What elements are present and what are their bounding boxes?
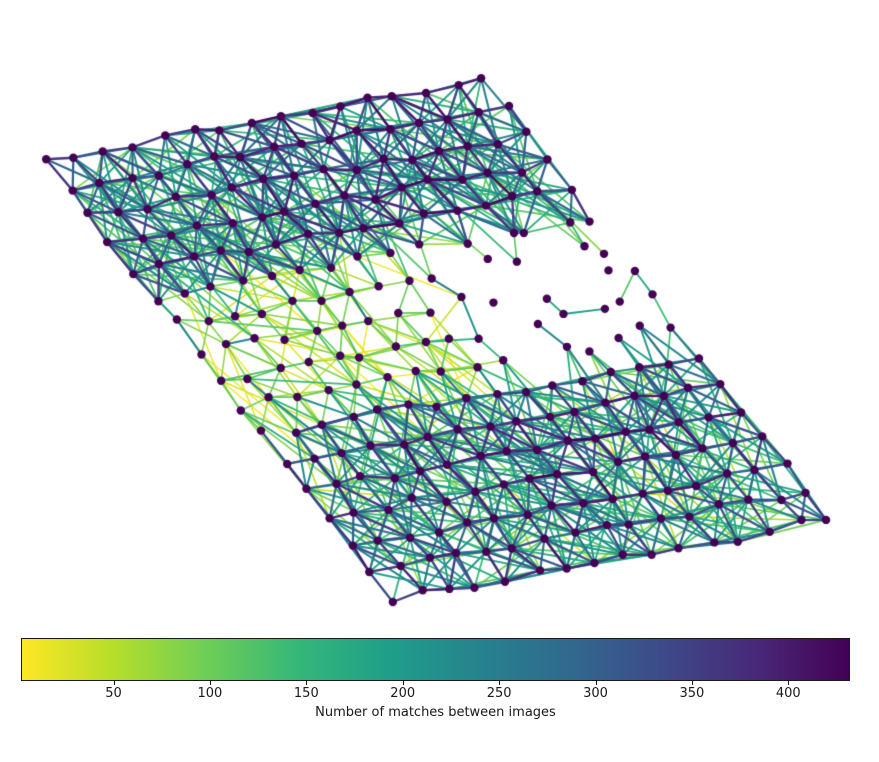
colorbar-tick-label: 200 [390,686,416,701]
colorbar-tick-label: 300 [583,686,608,701]
colorbar-tick-mark [209,681,211,685]
colorbar-ticks: 50 100 150 200 250 300 350 400 [21,681,850,707]
colorbar-tick-mark [691,681,693,685]
colorbar: 50 100 150 200 250 300 350 400 Number of matche… [21,638,850,720]
colorbar-tick-mark [113,681,115,685]
colorbar-tick-mark [788,681,790,685]
network-graph-canvas [0,0,879,625]
colorbar-tick-label: 100 [197,686,223,701]
colorbar-tick-mark [499,681,501,685]
colorbar-tick-label: 350 [679,686,705,701]
colorbar-tick-mark [306,681,308,685]
colorbar-tick-mark [595,681,597,685]
colorbar-tick-mark [402,681,404,685]
colorbar-tick-label: 400 [775,686,801,701]
colorbar-gradient [21,638,850,681]
colorbar-label: Number of matches between images [315,705,556,720]
colorbar-tick-label: 250 [486,686,512,701]
colorbar-tick-label: 150 [293,686,319,701]
colorbar-tick-label: 50 [105,686,122,701]
